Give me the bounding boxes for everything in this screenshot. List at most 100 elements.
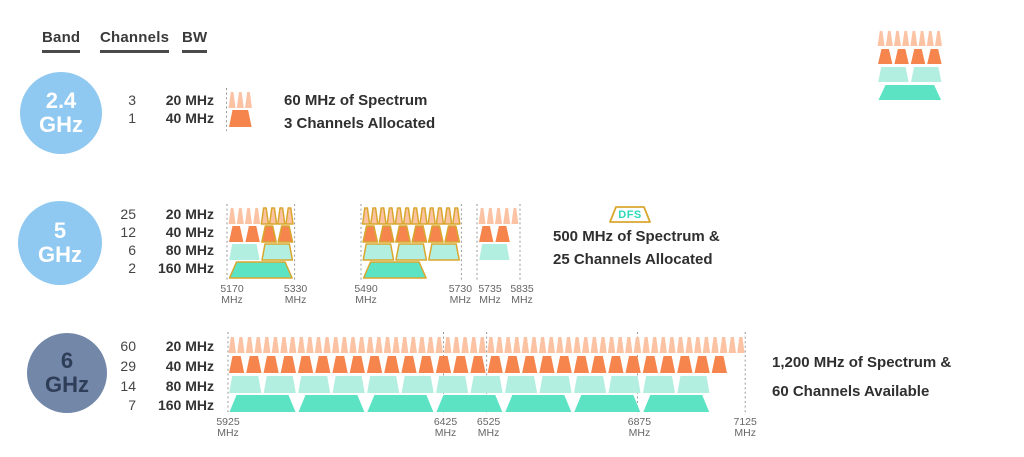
dfs-badge-label: DFS <box>618 209 642 221</box>
channel-160mhz <box>574 395 641 412</box>
channel-20mhz-dfs <box>452 207 461 225</box>
channel-160mhz <box>878 85 942 100</box>
bandwidth-label-5-ghz-row1: 40 MHz <box>165 224 214 240</box>
channel-20mhz <box>245 92 252 108</box>
bandwidth-label-5-ghz-row3: 160 MHz <box>157 260 214 276</box>
spectrum-band-5-ghz <box>226 204 521 282</box>
dfs-badge: DFS <box>609 206 651 223</box>
channel-20mhz <box>607 337 616 353</box>
channel-20mhz <box>444 337 452 353</box>
channel-count-2-4-ghz-row1: 1 <box>128 110 136 126</box>
channel-width-legend <box>877 31 942 100</box>
channel-20mhz <box>228 208 236 224</box>
channel-160mhz <box>229 395 296 412</box>
channel-20mhz <box>513 337 521 353</box>
channel-40mhz <box>453 356 469 373</box>
channel-40mhz <box>660 356 676 373</box>
tick-5490-mhz: 5490 MHz <box>344 284 388 306</box>
tick-unit: MHz <box>355 294 377 306</box>
band-circle-label-line1: 5 <box>53 218 67 243</box>
bandwidth-label-5-ghz-row0: 20 MHz <box>165 206 214 222</box>
spectrum-band-2-4-ghz <box>226 88 252 131</box>
channel-20mhz <box>737 337 745 353</box>
channel-40mhz <box>556 356 572 373</box>
channel-20mhz <box>228 92 236 108</box>
bandwidth-label-6-ghz-row0: 20 MHz <box>165 338 214 354</box>
channel-20mhz <box>616 337 624 353</box>
channel-20mhz <box>426 337 435 353</box>
channel-20mhz <box>306 337 314 353</box>
channel-40mhz <box>711 356 727 373</box>
channel-40mhz-dfs <box>444 225 461 243</box>
channel-20mhz <box>538 337 547 353</box>
channel-40mhz <box>608 356 624 373</box>
tick-unit: MHz <box>221 294 243 306</box>
channel-40mhz <box>642 356 658 373</box>
channel-20mhz <box>728 337 736 353</box>
channel-20mhz <box>676 337 685 353</box>
channel-160mhz <box>643 395 710 412</box>
channel-40mhz <box>878 49 893 64</box>
channel-20mhz <box>357 337 366 353</box>
channel-80mhz <box>470 376 503 393</box>
channel-20mhz-dfs <box>260 207 270 225</box>
channel-20mhz <box>236 92 244 108</box>
channel-20mhz <box>556 337 564 353</box>
tick-frequency: 5925 <box>216 416 240 428</box>
bandwidth-label-6-ghz-row2: 80 MHz <box>165 378 214 394</box>
column-header-bw: BW <box>182 29 208 53</box>
band-circle-label-line2: GHz <box>39 112 83 137</box>
channel-80mhz-dfs <box>395 243 428 261</box>
channel-40mhz <box>625 356 641 373</box>
channel-40mhz <box>401 356 417 373</box>
channel-40mhz-dfs <box>362 225 379 243</box>
channel-80mhz-dfs <box>362 243 395 261</box>
channel-40mhz-dfs <box>261 225 277 243</box>
channel-20mhz <box>894 31 901 46</box>
channel-20mhz-dfs <box>402 207 412 225</box>
channel-20mhz <box>461 337 469 353</box>
column-header-channels: Channels <box>100 29 170 53</box>
channel-40mhz <box>229 226 244 242</box>
channel-40mhz-dfs <box>277 225 294 243</box>
channel-40mhz <box>591 356 607 373</box>
channel-20mhz <box>383 337 392 353</box>
summary-5-ghz-line2: 25 Channels Allocated <box>553 251 713 268</box>
spectrum-band-6-ghz <box>227 332 746 415</box>
channel-20mhz-dfs <box>419 207 428 225</box>
channel-80mhz <box>608 376 641 393</box>
channel-20mhz <box>486 208 494 224</box>
channel-160mhz <box>436 395 503 412</box>
tick-6875-mhz: 6875 MHz <box>617 417 661 439</box>
channel-20mhz <box>694 337 702 353</box>
channel-count-6-ghz-row2: 14 <box>120 378 136 394</box>
tick-frequency: 5835 <box>510 283 534 295</box>
tick-5925-mhz: 5925 MHz <box>206 417 250 439</box>
tick-frequency: 5330 <box>283 283 308 295</box>
channel-20mhz <box>651 337 659 353</box>
channel-20mhz <box>625 337 633 353</box>
channel-20mhz <box>245 208 252 224</box>
tick-frequency: 6875 <box>627 416 652 428</box>
channel-40mhz <box>573 356 589 373</box>
channel-20mhz <box>495 337 504 353</box>
channel-40mhz <box>384 356 400 373</box>
channel-20mhz <box>435 337 443 353</box>
channel-20mhz-dfs <box>443 207 453 225</box>
tick-frequency: 5170 <box>220 283 244 295</box>
channel-20mhz <box>237 337 245 353</box>
channel-80mhz <box>479 244 510 260</box>
channel-80mhz <box>367 376 400 393</box>
channel-80mhz-dfs <box>261 243 294 261</box>
channel-40mhz <box>927 49 942 64</box>
channel-20mhz-dfs <box>370 207 379 225</box>
channel-20mhz <box>642 337 650 353</box>
tick-unit: MHz <box>734 427 756 439</box>
channel-80mhz <box>911 67 942 82</box>
channel-20mhz <box>599 337 607 353</box>
channel-20mhz <box>452 337 461 353</box>
channel-20mhz <box>401 337 409 353</box>
tick-unit: MHz <box>434 427 457 439</box>
channel-20mhz <box>521 337 530 353</box>
